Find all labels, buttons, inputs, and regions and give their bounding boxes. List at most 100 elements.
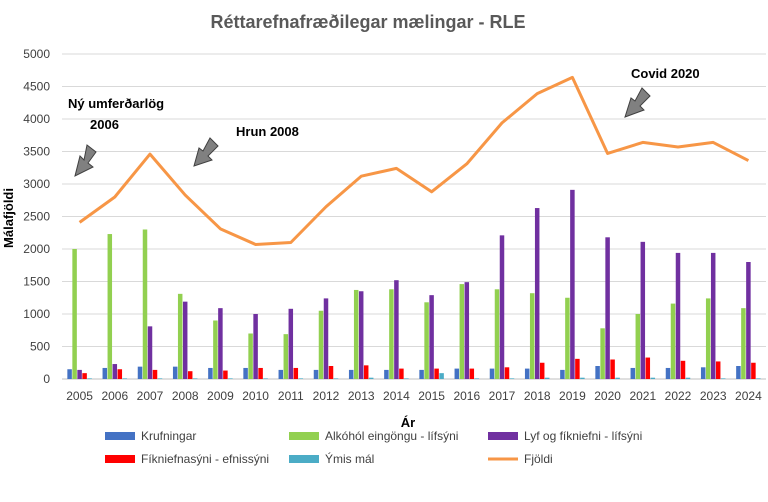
x-tick-label: 2007 [137,389,164,403]
annotations: Ný umferðarlög 2006 Hrun 2008 Covid 2020 [68,66,700,177]
y-tick-label: 2500 [23,210,50,224]
x-tick-label: 2014 [383,389,410,403]
y-tick-label: 5000 [23,47,50,61]
bar [353,289,359,379]
bar [253,314,258,379]
x-tick-label: 2006 [101,389,128,403]
bar [218,308,223,379]
bar [529,293,535,379]
bar [419,369,424,379]
y-ticks: 0 500 1000 1500 2000 2500 3000 3500 4000 4500 5000 [23,47,50,386]
bar [288,308,294,379]
bar [182,301,188,379]
bar [82,373,87,379]
bar [424,302,429,379]
bar [474,378,480,379]
bar [459,284,465,379]
bar [615,377,620,379]
y-tick-label: 3000 [23,177,50,191]
bar [192,378,198,379]
line-fjoldi [78,75,750,246]
bar [670,303,676,379]
legend-swatch [105,455,135,463]
bar [499,235,505,379]
bar [464,282,470,379]
bar [117,369,123,379]
bar [318,310,324,379]
bar [600,328,605,379]
chart-title: Réttarefnafræðilegar mælingar - RLE [210,12,525,32]
x-tick-label: 2015 [418,389,445,403]
annotation-ny-umferdarlog: Ný umferðarlög [68,96,164,111]
x-tick-label: 2009 [207,389,234,403]
annotation-hrun-2008: Hrun 2008 [236,124,299,139]
bar [152,369,158,379]
bar [263,378,268,379]
bar [404,378,409,379]
y-tick-label: 1000 [23,307,50,321]
bar [328,366,334,379]
bar [228,378,233,379]
y-tick-label: 500 [30,340,50,354]
bar [610,359,615,379]
arrow-icon-2006 [74,144,97,177]
x-tick-label: 2005 [66,389,93,403]
bar [293,367,299,379]
bar [665,367,671,379]
bar [680,360,686,379]
x-tick-label: 2019 [559,389,586,403]
gridlines [62,53,766,380]
bar [756,378,761,379]
bar [389,289,394,379]
bar [720,378,726,379]
bar [570,189,575,379]
bar [736,366,741,379]
legend-swatch [289,432,319,440]
bar [77,369,82,379]
bar [313,369,319,379]
bar [137,366,143,379]
x-tick-label: 2020 [594,389,621,403]
x-tick-label: 2013 [348,389,375,403]
bar [595,366,600,379]
bar [494,289,500,379]
x-tick-label: 2018 [524,389,551,403]
bar [715,361,721,379]
x-tick-label: 2021 [629,389,656,403]
bar [429,295,434,379]
bar [122,378,128,379]
bar [534,208,540,379]
arrow-icon-2020 [624,87,651,118]
bar [112,364,118,379]
bar [705,298,711,379]
bar [489,368,495,379]
bar [248,333,253,379]
legend-swatch [488,432,518,440]
y-tick-label: 2000 [23,242,50,256]
bar [358,291,364,379]
bar [640,241,646,379]
y-tick-label: 0 [43,372,50,386]
annotation-covid-2020: Covid 2020 [631,66,700,81]
bar [384,369,389,379]
bar [685,377,691,379]
y-tick-label: 3500 [23,145,50,159]
bar [394,280,399,379]
x-tick-label: 2024 [735,389,762,403]
bar [67,369,72,379]
bar [746,262,751,379]
bar [565,297,570,379]
bar [575,358,580,379]
bar [278,369,284,379]
bar [333,378,339,379]
bar [544,377,550,379]
line-series [78,75,750,246]
bar [434,368,439,379]
bar [605,237,610,379]
bar [283,334,289,379]
bar [524,368,530,379]
x-tick-label: 2016 [453,389,480,403]
legend-label: Lyf og fíkniefni - lífsýni [524,429,642,443]
y-tick-label: 4500 [23,80,50,94]
